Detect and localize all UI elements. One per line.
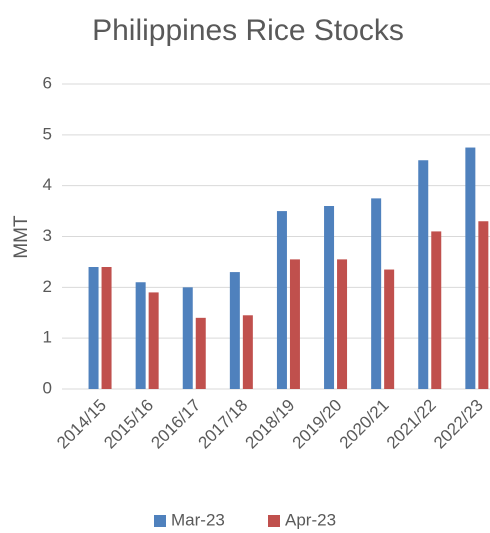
bar	[478, 221, 489, 389]
bar	[195, 317, 206, 389]
x-tick-label: 2014/15	[53, 396, 110, 453]
bar	[418, 160, 429, 389]
y-tick-label: 6	[43, 73, 52, 92]
legend-swatch	[268, 515, 280, 527]
bar	[465, 147, 476, 389]
x-tick-label: 2016/17	[147, 396, 204, 453]
bar	[242, 315, 253, 389]
bar	[276, 211, 287, 389]
bar	[371, 198, 382, 389]
x-tick-label: 2017/18	[194, 396, 251, 453]
bar	[229, 272, 240, 389]
x-tick-label: 2020/21	[336, 396, 393, 453]
bar	[182, 287, 193, 389]
bar	[289, 259, 300, 389]
x-tick-label: 2015/16	[100, 396, 157, 453]
bar	[337, 259, 348, 389]
x-tick-label: 2021/22	[383, 396, 440, 453]
y-tick-label: 3	[43, 226, 52, 245]
bar	[148, 292, 159, 389]
chart-title: Philippines Rice Stocks	[92, 14, 404, 47]
x-tick-label: 2018/19	[242, 396, 299, 453]
x-tick-label: 2019/20	[289, 396, 346, 453]
legend-swatch	[154, 515, 166, 527]
y-tick-label: 2	[43, 277, 52, 296]
bar	[431, 231, 442, 389]
bar	[101, 267, 112, 389]
y-axis-label: MMT	[11, 215, 32, 259]
legend-label: Apr-23	[285, 510, 336, 529]
y-tick-label: 0	[43, 378, 52, 397]
bar	[324, 206, 335, 389]
y-tick-label: 5	[43, 124, 52, 143]
y-tick-label: 4	[43, 175, 52, 194]
x-tick-label: 2022/23	[430, 396, 487, 453]
y-tick-label: 1	[43, 328, 52, 347]
bar	[384, 269, 395, 389]
bar	[88, 267, 99, 389]
legend-label: Mar-23	[171, 510, 225, 529]
bar	[135, 282, 146, 389]
